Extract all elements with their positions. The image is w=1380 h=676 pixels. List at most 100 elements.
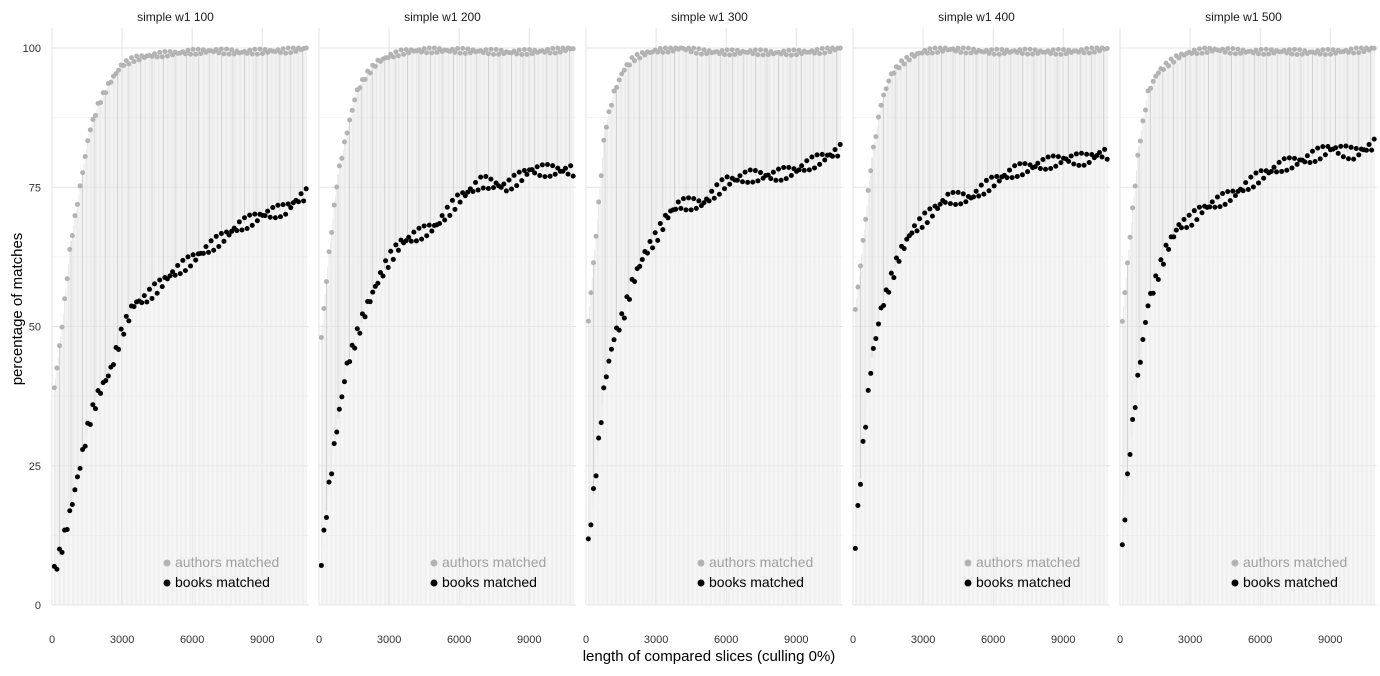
data-point-books xyxy=(616,327,622,333)
data-point-books xyxy=(1058,160,1064,166)
data-point-books xyxy=(737,173,743,179)
data-point-books xyxy=(568,163,574,169)
data-point-books xyxy=(347,359,353,365)
data-point-books xyxy=(216,244,222,250)
data-point-books xyxy=(1230,188,1236,194)
data-point-books xyxy=(182,268,188,274)
data-point-books xyxy=(626,296,632,302)
data-point-books xyxy=(1025,169,1031,175)
legend-marker xyxy=(430,579,438,587)
data-point-authors xyxy=(960,45,966,51)
data-point-books xyxy=(978,182,984,188)
data-point-authors xyxy=(827,49,833,55)
data-point-books xyxy=(942,199,948,205)
data-point-books xyxy=(74,474,80,480)
data-point-authors xyxy=(516,47,522,53)
data-point-authors xyxy=(1053,51,1059,57)
data-point-authors xyxy=(935,49,941,55)
data-point-books xyxy=(357,330,363,336)
data-point-authors xyxy=(857,263,863,269)
data-point-authors xyxy=(989,47,995,53)
data-point-books xyxy=(1035,160,1041,166)
data-point-authors xyxy=(662,45,668,51)
data-point-authors xyxy=(1194,51,1200,57)
data-point-authors xyxy=(54,365,60,371)
data-point-books xyxy=(1225,189,1231,195)
data-point-books xyxy=(865,387,871,393)
data-point-authors xyxy=(372,63,378,69)
data-point-authors xyxy=(701,47,707,53)
data-point-books xyxy=(485,186,491,192)
data-point-authors xyxy=(69,233,75,239)
data-point-books xyxy=(303,186,309,192)
data-point-books xyxy=(295,199,301,205)
data-point-books xyxy=(301,198,307,204)
data-point-books xyxy=(1340,154,1346,160)
data-point-books xyxy=(788,172,794,178)
data-point-books xyxy=(742,169,748,175)
data-point-books xyxy=(986,188,992,194)
data-point-authors xyxy=(431,45,437,51)
data-point-authors xyxy=(87,127,93,133)
data-point-authors xyxy=(929,50,935,56)
data-point-authors xyxy=(1155,70,1161,76)
data-point-books xyxy=(1160,261,1166,267)
data-point-authors xyxy=(344,130,350,136)
data-point-authors xyxy=(811,50,817,56)
data-point-books xyxy=(1068,153,1074,159)
data-point-authors xyxy=(326,249,332,255)
data-point-books xyxy=(329,471,335,477)
data-point-authors xyxy=(1348,46,1354,52)
legend-marker xyxy=(964,559,972,567)
data-point-authors xyxy=(968,50,974,56)
data-point-books xyxy=(326,479,332,485)
data-point-authors xyxy=(616,77,622,83)
data-point-authors xyxy=(958,49,964,55)
data-point-books xyxy=(200,250,206,256)
data-point-books xyxy=(1158,257,1164,263)
data-point-authors xyxy=(729,47,735,53)
data-point-authors xyxy=(1130,205,1136,211)
data-point-books xyxy=(752,168,758,174)
data-point-authors xyxy=(1358,45,1364,51)
legend-label: books matched xyxy=(175,574,270,590)
data-point-authors xyxy=(1030,51,1036,57)
data-point-books xyxy=(524,171,530,177)
data-point-books xyxy=(691,196,697,202)
panel-3: simple w1 300 0 3000 6000 9000 authors matche… xyxy=(583,10,843,646)
data-point-books xyxy=(110,362,116,368)
data-point-books xyxy=(480,185,486,191)
data-point-authors xyxy=(927,46,933,52)
data-point-books xyxy=(388,248,394,254)
data-point-authors xyxy=(1361,49,1367,55)
data-point-authors xyxy=(637,55,643,61)
data-point-authors xyxy=(493,47,499,53)
data-point-books xyxy=(991,183,997,189)
data-point-authors xyxy=(1371,45,1377,51)
data-point-authors xyxy=(1176,55,1182,61)
x-tick-label: 3000 xyxy=(1178,634,1202,646)
data-point-books xyxy=(1286,155,1292,161)
data-point-books xyxy=(1124,471,1130,477)
data-point-books xyxy=(280,202,286,208)
panel-5: simple w1 500 0 3000 6000 9000 authors matche… xyxy=(1117,10,1377,646)
x-tick-label: 9000 xyxy=(517,634,541,646)
data-point-authors xyxy=(1122,290,1128,296)
data-point-books xyxy=(814,152,820,158)
data-point-books xyxy=(706,198,712,204)
data-point-books xyxy=(442,217,448,223)
data-point-books xyxy=(139,300,145,306)
data-point-authors xyxy=(783,52,789,58)
data-point-books xyxy=(665,215,671,221)
data-point-authors xyxy=(544,46,550,52)
data-point-books xyxy=(719,177,725,183)
data-point-books xyxy=(639,256,645,262)
data-point-books xyxy=(141,293,147,299)
data-point-books xyxy=(1086,160,1092,166)
data-point-authors xyxy=(891,70,897,76)
data-point-books xyxy=(911,223,917,229)
data-point-books xyxy=(660,227,666,233)
data-point-authors xyxy=(1297,47,1303,53)
data-point-authors xyxy=(252,46,258,52)
data-point-authors xyxy=(90,116,96,122)
